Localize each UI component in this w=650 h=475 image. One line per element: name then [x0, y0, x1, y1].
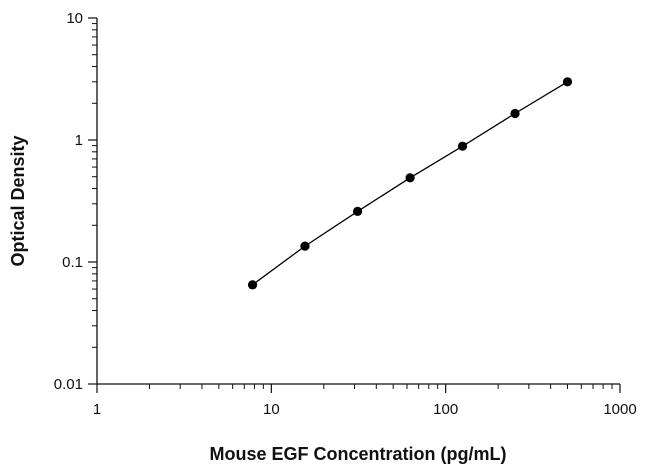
y-axis-title: Optical Density [8, 135, 28, 266]
data-point [300, 241, 310, 251]
y-tick-label: 0.01 [54, 376, 83, 393]
data-point [247, 280, 258, 290]
y-tick-label: 1 [75, 132, 83, 149]
x-tick-label: 1 [93, 401, 101, 418]
data-point [353, 206, 363, 216]
plot-area [247, 77, 573, 290]
y-axis: 0.01 0.1 1 10 [54, 10, 98, 393]
x-tick-label: 10 [263, 401, 280, 418]
y-tick-label: 0.1 [62, 254, 83, 271]
data-point [457, 141, 468, 151]
data-point [562, 77, 573, 87]
data-point [405, 173, 415, 183]
data-point [510, 108, 520, 119]
x-tick-label: 100 [433, 401, 458, 418]
y-tick-label: 10 [66, 10, 83, 27]
x-axis: 1 10 100 1000 [93, 383, 637, 418]
fit-curve [252, 81, 568, 286]
x-axis-title: Mouse EGF Concentration (pg/mL) [210, 444, 507, 464]
x-tick-label: 1000 [603, 401, 636, 418]
